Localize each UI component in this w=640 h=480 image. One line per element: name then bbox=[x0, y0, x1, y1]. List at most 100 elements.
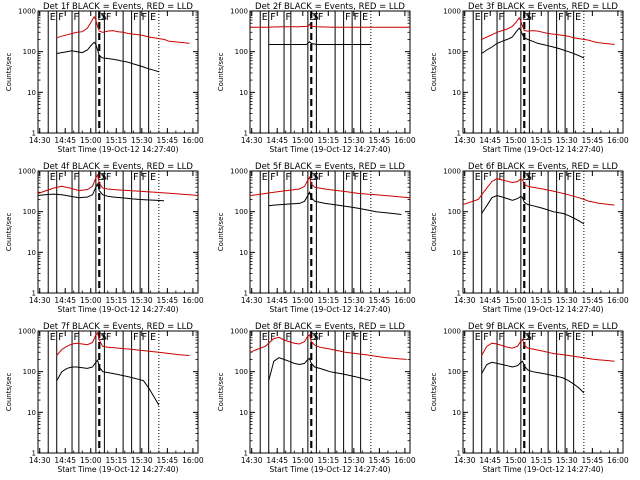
x-tick-label: 15:15 bbox=[530, 456, 552, 465]
event-marker-label: F bbox=[74, 12, 79, 23]
x-tick-label: 15:45 bbox=[582, 456, 604, 465]
event-marker-label: E bbox=[575, 332, 581, 343]
x-tick-label: 15:30 bbox=[556, 136, 578, 145]
plot-frame bbox=[462, 330, 624, 454]
event-marker-label: F bbox=[133, 172, 138, 183]
x-tick-label: 15:00 bbox=[505, 296, 527, 305]
event-marker-label: F bbox=[558, 172, 563, 183]
x-tick-label: 16:00 bbox=[182, 136, 204, 145]
x-axis-label: Start Time (19-Oct-12 14:27:40) bbox=[57, 305, 178, 314]
detector-panel-5: Det 5f BLACK = Events, RED = LLD Counts/s… bbox=[217, 162, 416, 314]
series-events-line bbox=[56, 359, 160, 406]
x-tick-label: 15:30 bbox=[556, 456, 578, 465]
event-marker-label: F bbox=[345, 172, 350, 183]
x-tick-label: 15:30 bbox=[131, 456, 153, 465]
y-tick-label: 1 bbox=[457, 130, 461, 138]
plot-frame bbox=[37, 170, 199, 294]
panel-title: Det 9f BLACK = Events, RED = LLD bbox=[468, 322, 618, 332]
x-tick-label: 14:45 bbox=[54, 296, 76, 305]
x-tick-label: 15:45 bbox=[582, 136, 604, 145]
plot-frame bbox=[37, 10, 199, 134]
x-tick-label: 15:15 bbox=[105, 136, 127, 145]
y-tick-label: 10 bbox=[452, 89, 461, 97]
event-marker-label: F bbox=[106, 172, 111, 183]
plot-frame bbox=[249, 330, 411, 454]
y-axis-label: Counts/sec bbox=[430, 213, 438, 252]
event-marker-label: F bbox=[354, 12, 359, 23]
x-tick-label: 15:15 bbox=[317, 456, 339, 465]
series-lld-line bbox=[462, 177, 615, 206]
panel-title: Det 2f BLACK = Events, RED = LLD bbox=[255, 2, 405, 12]
x-axis-label: Start Time (19-Oct-12 14:27:40) bbox=[482, 305, 603, 314]
x-axis-label: Start Time (19-Oct-12 14:27:40) bbox=[482, 145, 603, 154]
y-axis-label: Counts/sec bbox=[430, 373, 438, 412]
event-marker-label: E bbox=[475, 172, 481, 183]
x-tick-label: 15:45 bbox=[582, 296, 604, 305]
panel-title: Det 5f BLACK = Events, RED = LLD bbox=[255, 162, 405, 172]
plot-frame bbox=[249, 170, 411, 294]
x-tick-label: 14:45 bbox=[479, 456, 501, 465]
x-tick-label: 15:00 bbox=[505, 456, 527, 465]
event-marker-label: D bbox=[97, 172, 104, 183]
panel-title: Det 4f BLACK = Events, RED = LLD bbox=[43, 162, 193, 172]
x-tick-label: 14:45 bbox=[266, 456, 288, 465]
x-tick-label: 15:45 bbox=[369, 456, 391, 465]
event-marker-label: E bbox=[362, 172, 368, 183]
x-tick-label: 15:30 bbox=[131, 136, 153, 145]
event-marker-label: E bbox=[362, 332, 368, 343]
x-tick-label: 14:30 bbox=[29, 296, 51, 305]
event-marker-label: F bbox=[270, 172, 275, 183]
x-tick-label: 15:15 bbox=[317, 296, 339, 305]
y-axis-label: Counts/sec bbox=[217, 373, 225, 412]
event-marker-label: E bbox=[262, 172, 268, 183]
y-tick-label: 10 bbox=[27, 409, 36, 417]
event-marker-label: S bbox=[101, 332, 107, 343]
series-lld-line bbox=[249, 176, 411, 199]
event-marker-label: F bbox=[286, 12, 291, 23]
x-tick-label: 15:45 bbox=[157, 296, 179, 305]
event-marker-label: F bbox=[270, 12, 275, 23]
event-marker-label: E bbox=[150, 332, 156, 343]
y-tick-label: 10 bbox=[452, 249, 461, 257]
x-tick-label: 14:30 bbox=[29, 456, 51, 465]
event-marker-label: E bbox=[150, 172, 156, 183]
y-tick-label: 1 bbox=[244, 130, 248, 138]
event-marker-label: S bbox=[313, 172, 319, 183]
event-marker-label: F bbox=[142, 172, 147, 183]
x-tick-label: 15:15 bbox=[105, 456, 127, 465]
series-events-line bbox=[481, 194, 585, 225]
series-events-line bbox=[56, 41, 160, 73]
y-axis-label: Counts/sec bbox=[5, 373, 13, 412]
y-tick-label: 1 bbox=[32, 290, 36, 298]
series-lld-line bbox=[481, 338, 615, 362]
event-marker-label: F bbox=[318, 172, 323, 183]
series-events-line bbox=[268, 357, 372, 382]
event-marker-label: F bbox=[106, 12, 111, 23]
detector-panel-9: Det 9f BLACK = Events, RED = LLD Counts/s… bbox=[430, 322, 629, 474]
y-tick-label: 100 bbox=[448, 208, 461, 216]
event-marker-label: E bbox=[575, 172, 581, 183]
x-tick-label: 16:00 bbox=[182, 456, 204, 465]
x-tick-label: 14:30 bbox=[454, 296, 476, 305]
event-marker-label: F bbox=[483, 12, 488, 23]
panel-title: Det 3f BLACK = Events, RED = LLD bbox=[468, 2, 618, 12]
x-tick-label: 16:00 bbox=[607, 296, 629, 305]
y-tick-label: 1 bbox=[244, 450, 248, 458]
event-marker-label: F bbox=[142, 12, 147, 23]
y-tick-label: 10 bbox=[239, 89, 248, 97]
x-tick-label: 14:30 bbox=[454, 136, 476, 145]
x-tick-label: 14:30 bbox=[241, 296, 263, 305]
x-tick-label: 14:45 bbox=[54, 456, 76, 465]
event-marker-label: F bbox=[531, 332, 536, 343]
x-axis-label: Start Time (19-Oct-12 14:27:40) bbox=[57, 465, 178, 474]
x-tick-label: 15:45 bbox=[157, 456, 179, 465]
x-axis-label: Start Time (19-Oct-12 14:27:40) bbox=[482, 465, 603, 474]
series-lld-line bbox=[249, 334, 407, 360]
plot-frame bbox=[249, 10, 411, 134]
y-tick-label: 100 bbox=[23, 208, 36, 216]
y-tick-label: 1000 bbox=[443, 168, 461, 176]
event-marker-label: E bbox=[262, 12, 268, 23]
event-marker-label: F bbox=[567, 12, 572, 23]
y-tick-label: 100 bbox=[235, 48, 248, 56]
series-events-line bbox=[268, 191, 402, 215]
